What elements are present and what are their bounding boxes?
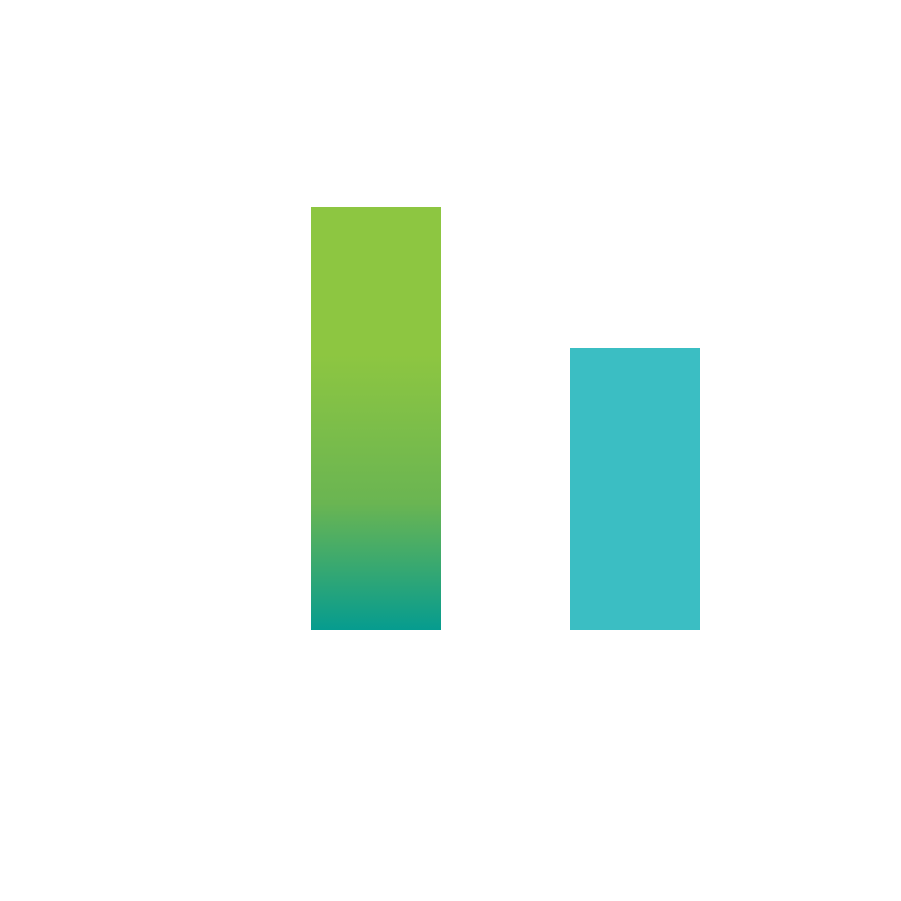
tall-bar xyxy=(311,207,441,630)
short-bar xyxy=(570,348,700,630)
